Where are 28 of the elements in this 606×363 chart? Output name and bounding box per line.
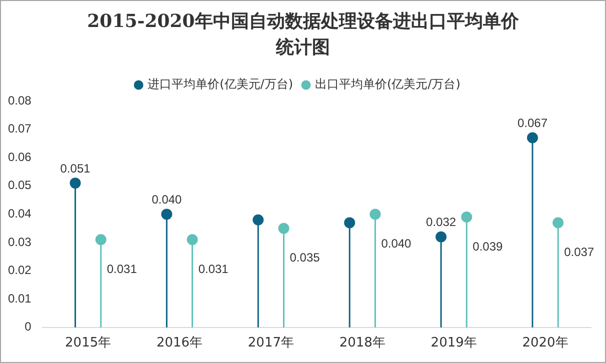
- y-tick-label: 0.06: [8, 150, 32, 164]
- data-label: 0.035: [290, 250, 320, 265]
- y-tick-label: 0: [24, 320, 32, 334]
- data-label: 0.031: [198, 262, 229, 276]
- y-tick-label: 0.01: [8, 291, 32, 306]
- data-label: 0.032: [426, 215, 456, 230]
- data-label: 0.067: [517, 116, 548, 130]
- x-tick-label: 2018年: [339, 336, 386, 351]
- y-tick-label: 0.07: [8, 122, 32, 136]
- chart-title: 2015-2020年中国自动数据处理设备进出口平均单价统计图: [86, 10, 520, 60]
- data-label: 0.031: [106, 262, 138, 276]
- x-tick-label: 2019年: [430, 336, 477, 351]
- x-tick-label: 2016年: [156, 336, 203, 351]
- y-tick-label: 0.05: [8, 178, 32, 192]
- legend-label: 出口平均单价(亿美元/万台): [315, 77, 460, 92]
- legend-label: 进口平均单价(亿美元/万台): [148, 77, 293, 92]
- y-tick-label: 0.02: [8, 263, 32, 278]
- data-label: 0.040: [152, 192, 182, 207]
- data-label: 0.051: [60, 161, 91, 176]
- data-label: 0.040: [381, 236, 412, 251]
- x-tick-label: 2015年: [65, 336, 112, 351]
- y-tick-label: 0.03: [8, 234, 32, 249]
- data-label: 0.039: [472, 239, 503, 254]
- y-tick-label: 0.04: [8, 206, 32, 221]
- y-tick-label: 0.08: [8, 93, 32, 108]
- x-tick-label: 2020年: [522, 336, 568, 351]
- x-tick-label: 2017年: [248, 336, 294, 351]
- data-label: 0.037: [564, 245, 594, 260]
